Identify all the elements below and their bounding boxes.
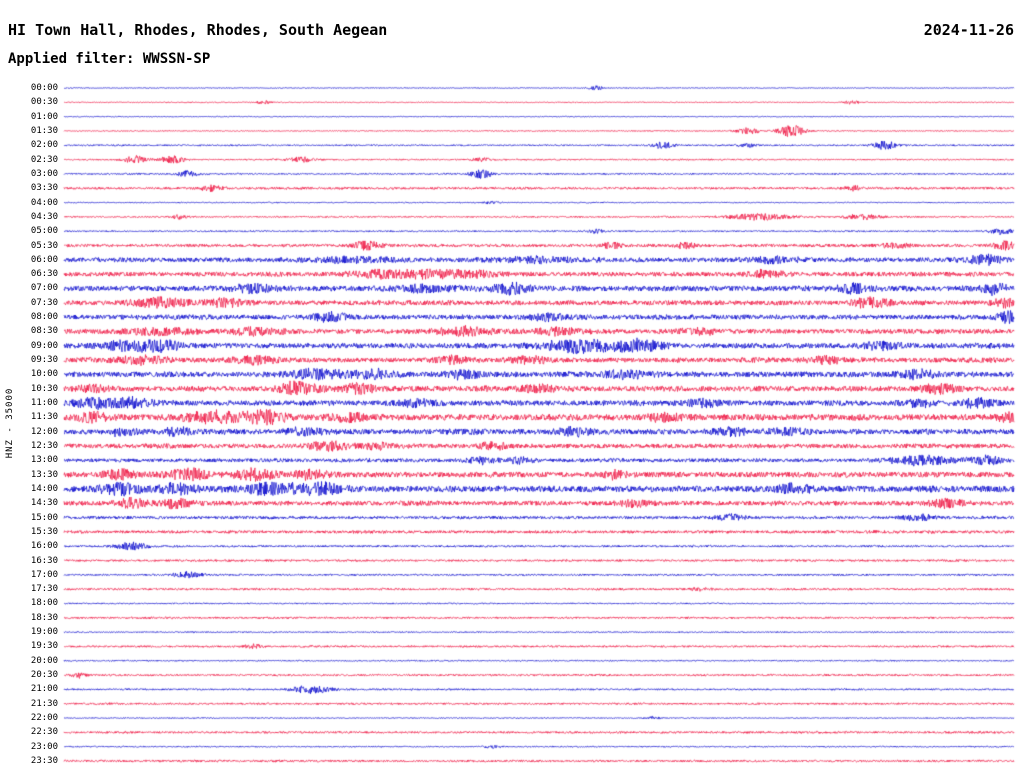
time-label: 05:00 xyxy=(30,226,58,237)
station-title: HI Town Hall, Rhodes, Rhodes, South Aege… xyxy=(8,21,388,39)
time-label: 08:30 xyxy=(30,326,58,337)
time-label: 20:00 xyxy=(30,655,58,666)
time-label: 19:00 xyxy=(30,627,58,638)
applied-filter-label: Applied filter: WWSSN-SP xyxy=(8,51,211,67)
time-label: 08:00 xyxy=(30,312,58,323)
time-label: 02:00 xyxy=(30,140,58,151)
time-label: 07:00 xyxy=(30,283,58,294)
time-label: 04:30 xyxy=(30,211,58,222)
time-label: 10:00 xyxy=(30,369,58,380)
time-label: 12:00 xyxy=(30,426,58,437)
time-label: 03:30 xyxy=(30,183,58,194)
time-label: 01:30 xyxy=(30,125,58,136)
time-label: 21:30 xyxy=(30,698,58,709)
time-label: 06:30 xyxy=(30,269,58,280)
time-label: 23:30 xyxy=(30,756,58,766)
time-label: 07:30 xyxy=(30,297,58,308)
time-label: 17:00 xyxy=(30,569,58,580)
time-label: 16:30 xyxy=(30,555,58,566)
time-label: 15:00 xyxy=(30,512,58,523)
time-label: 22:00 xyxy=(30,713,58,724)
time-label: 11:30 xyxy=(30,412,58,423)
time-label: 13:00 xyxy=(30,455,58,466)
time-label: 00:00 xyxy=(30,83,58,93)
time-label: 02:30 xyxy=(30,154,58,165)
time-label: 17:30 xyxy=(30,584,58,595)
time-label: 04:00 xyxy=(30,197,58,208)
time-label: 09:00 xyxy=(30,340,58,351)
time-label: 20:30 xyxy=(30,670,58,681)
time-label: 16:00 xyxy=(30,541,58,552)
time-label: 12:30 xyxy=(30,440,58,451)
time-label: 19:30 xyxy=(30,641,58,652)
time-label: 23:00 xyxy=(30,741,58,752)
time-label: 21:00 xyxy=(30,684,58,695)
time-label: 15:30 xyxy=(30,526,58,537)
time-label: 03:00 xyxy=(30,168,58,179)
time-label: 14:30 xyxy=(30,498,58,509)
time-label: 00:30 xyxy=(30,97,58,108)
time-label: 22:30 xyxy=(30,727,58,738)
record-date: 2024-11-26 xyxy=(923,21,1014,39)
time-label: 05:30 xyxy=(30,240,58,251)
time-label: 18:00 xyxy=(30,598,58,609)
time-label: 18:30 xyxy=(30,612,58,623)
time-label: 14:00 xyxy=(30,483,58,494)
time-label: 06:00 xyxy=(30,254,58,265)
time-label: 09:30 xyxy=(30,355,58,366)
time-label: 13:30 xyxy=(30,469,58,480)
time-label: 11:00 xyxy=(30,398,58,409)
time-label: 10:30 xyxy=(30,383,58,394)
time-label: 01:00 xyxy=(30,111,58,122)
